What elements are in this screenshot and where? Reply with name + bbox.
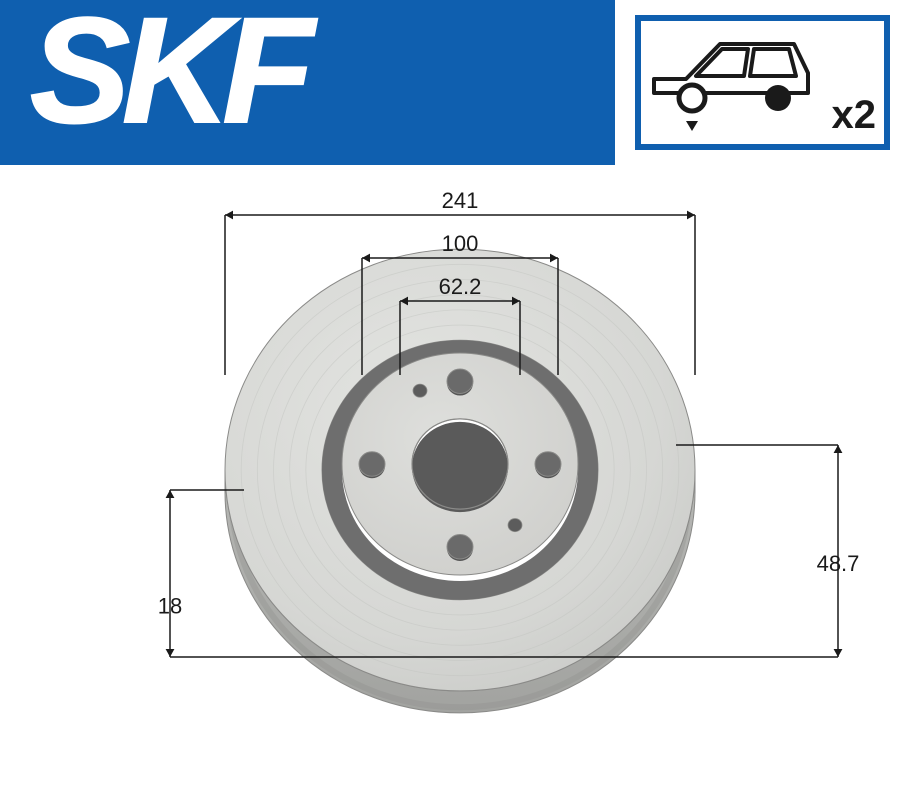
dimension-label: 100 [442, 231, 479, 256]
technical-diagram: 241 100 62.2 18 48.7 [0, 165, 900, 795]
brand-logo-block: SKF [0, 0, 615, 165]
car-icon [646, 31, 816, 136]
diagram-svg: 241 100 62.2 18 48.7 [0, 165, 900, 795]
brand-logo-text: SKF [30, 0, 306, 157]
dimension-label: 241 [442, 188, 479, 213]
quantity-icon-box: x2 [635, 15, 890, 150]
header: SKF x2 [0, 0, 900, 165]
dimension-label: 62.2 [439, 274, 482, 299]
quantity-label: x2 [832, 93, 877, 138]
dimension-label: 18 [158, 594, 182, 619]
dimension-label: 48.7 [817, 551, 860, 576]
